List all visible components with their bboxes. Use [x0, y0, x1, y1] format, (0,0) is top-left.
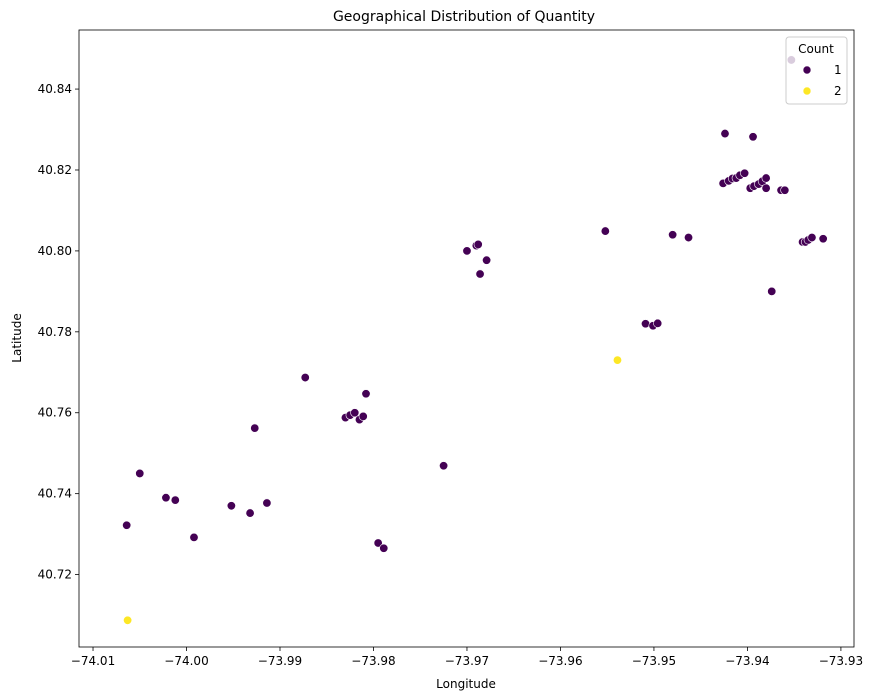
x-tick-label: −74.00: [164, 654, 208, 668]
data-point-count-1: [748, 132, 758, 142]
data-point-count-1: [439, 461, 449, 471]
x-tick-label: −73.96: [538, 654, 582, 668]
y-axis-label: Latitude: [10, 313, 24, 362]
data-point-count-1: [135, 468, 145, 478]
data-point-count-1: [761, 173, 771, 183]
y-tick-label: 40.78: [38, 325, 72, 339]
data-point-count-1: [226, 501, 236, 511]
chart-title: Geographical Distribution of Quantity: [333, 9, 595, 25]
data-point-count-1: [245, 508, 255, 518]
data-point-count-1: [161, 493, 171, 503]
data-point-count-1: [170, 495, 180, 505]
data-point-count-1: [475, 269, 485, 279]
data-point-count-1: [653, 318, 663, 328]
legend-title: Count: [798, 42, 834, 56]
x-tick-label: −73.98: [351, 654, 395, 668]
data-point-count-1: [807, 233, 817, 243]
data-point-count-1: [122, 520, 132, 530]
data-point-count-1: [300, 373, 310, 383]
data-point-count-2: [123, 615, 133, 625]
legend-box: [785, 36, 848, 105]
legend-label-2: 2: [834, 84, 842, 98]
legend-marker-2: [802, 86, 812, 96]
y-tick-label: 40.72: [38, 568, 72, 582]
legend-marker-1: [802, 65, 812, 75]
y-tick-label: 40.80: [38, 244, 72, 258]
data-point-count-2: [612, 355, 622, 365]
y-tick-label: 40.84: [38, 82, 72, 96]
data-point-count-1: [473, 239, 483, 249]
data-point-count-1: [767, 286, 777, 296]
legend-label-1: 1: [834, 63, 842, 77]
data-point-count-1: [740, 168, 750, 178]
x-tick-label: −73.95: [632, 654, 676, 668]
y-tick-label: 40.76: [38, 406, 72, 420]
x-tick-label: −73.97: [445, 654, 489, 668]
data-point-count-1: [358, 411, 368, 421]
x-tick-label: −73.93: [819, 654, 863, 668]
data-point-count-1: [262, 498, 272, 508]
data-point-count-1: [761, 183, 771, 193]
data-point-count-1: [600, 226, 610, 236]
data-point-count-1: [780, 185, 790, 195]
x-axis: −74.01 −74.00 −73.99 −73.98 −73.97 −73.96 −73.…: [71, 647, 863, 668]
y-tick-label: 40.74: [38, 487, 72, 501]
data-point-count-1: [350, 408, 360, 418]
data-point-count-1: [379, 543, 389, 553]
x-axis-label: Longitude: [436, 677, 496, 691]
x-tick-label: −73.94: [725, 654, 769, 668]
data-point-count-1: [684, 233, 694, 243]
data-point-count-1: [462, 246, 472, 256]
x-tick-label: −74.01: [71, 654, 115, 668]
data-point-count-1: [668, 230, 678, 240]
data-point-count-1: [720, 129, 730, 139]
x-tick-label: −73.99: [258, 654, 302, 668]
data-point-count-1: [373, 538, 383, 548]
y-axis: 40.72 40.74 40.76 40.78 40.80 40.82 40.84: [38, 82, 79, 582]
plot-area: [78, 29, 855, 648]
y-tick-label: 40.82: [38, 163, 72, 177]
data-point-count-1: [250, 423, 260, 433]
data-point-count-1: [189, 532, 199, 542]
data-point-count-1: [818, 234, 828, 244]
data-point-count-1: [482, 255, 492, 265]
data-point-count-1: [361, 389, 371, 399]
data-point-count-1: [641, 319, 651, 329]
legend: Count 1 2: [785, 36, 848, 105]
